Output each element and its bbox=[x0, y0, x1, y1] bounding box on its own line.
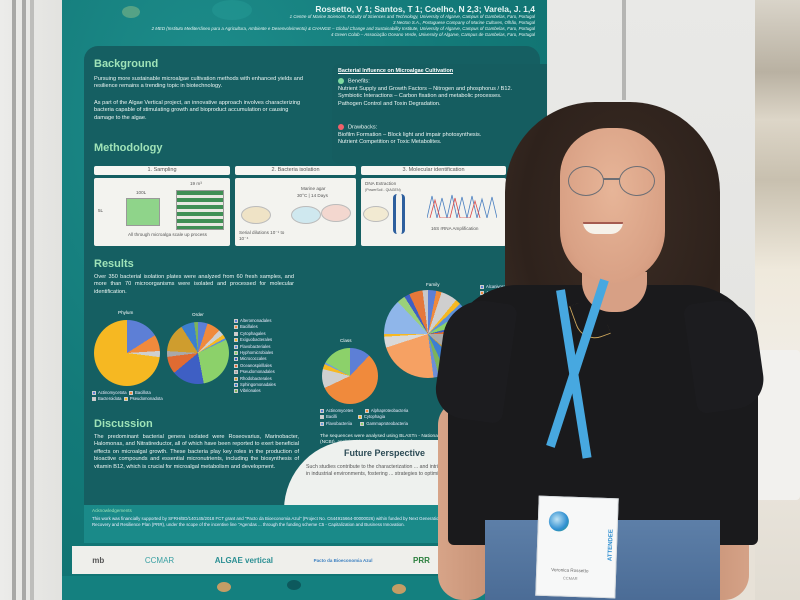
logo-mb: mb bbox=[92, 555, 105, 565]
step-identification-title: 3. Molecular identification bbox=[361, 166, 506, 175]
benefits-block: Benefits: Nutrient Supply and Growth Fac… bbox=[338, 78, 513, 107]
identification-illustration: DNA Extraction (PowerSoil - QIAGEN) 16S … bbox=[361, 178, 506, 246]
badge-name: Veronica Rossetto bbox=[551, 567, 589, 574]
tank-icon bbox=[126, 198, 160, 226]
glasses-bridge bbox=[603, 178, 620, 180]
glasses-icon bbox=[568, 166, 604, 196]
logo-algae-vertical: ALGAE vertical bbox=[214, 555, 274, 565]
order-title: Order bbox=[192, 312, 204, 317]
dna-helix-icon bbox=[393, 194, 405, 234]
drawbacks-block: Drawbacks: Biofilm Formation – Block lig… bbox=[338, 124, 482, 146]
background-text: As part of the Algae Vertical project, a… bbox=[94, 100, 301, 121]
red-dot-icon bbox=[338, 124, 344, 130]
family-title: Family bbox=[426, 282, 440, 287]
discussion-text: The predominant bacterial genera isolate… bbox=[94, 434, 299, 470]
authors-block: Rossetto, V 1; Santos, T 1; Coelho, N 2,… bbox=[152, 4, 535, 38]
affiliation: 3 Necton S.A., Portuguese Company of Mar… bbox=[392, 20, 535, 25]
class-title: Class bbox=[340, 338, 352, 343]
attendee-badge: ATTENDEE Veronica Rossetto CCMAR bbox=[535, 495, 619, 599]
discussion-heading: Discussion bbox=[94, 418, 153, 430]
affiliation: 2 MED (Instituto Mediterrâneo para a Agr… bbox=[151, 26, 535, 31]
photobioreactor-icon bbox=[176, 190, 224, 230]
wall-edge bbox=[622, 0, 626, 100]
decor-bubble bbox=[212, 0, 252, 20]
green-dot-icon bbox=[338, 78, 344, 84]
petri-dish-icon bbox=[241, 206, 271, 224]
background-heading: Background bbox=[94, 58, 159, 70]
badge-org: CCMAR bbox=[562, 575, 578, 582]
poster-frame-bar bbox=[22, 0, 26, 600]
isolation-illustration: Marine agar 30°C | 14 Days Serial diluti… bbox=[235, 178, 356, 246]
phylum-pie-chart bbox=[94, 320, 160, 386]
methodology-heading: Methodology bbox=[94, 142, 163, 154]
background-text: Pursuing more sustainable microalgae cul… bbox=[94, 76, 303, 90]
logo-ccmar: CCMAR bbox=[144, 555, 175, 565]
sampling-illustration: 5L 100L 19 m³ All through microalga scal… bbox=[94, 178, 230, 246]
step-isolation-title: 2. Bacteria isolation bbox=[235, 166, 356, 175]
glasses-icon bbox=[619, 166, 655, 196]
affiliation: 4 Green Colab – Associação Oceano Verde,… bbox=[330, 32, 535, 37]
globe-logo-icon bbox=[548, 511, 570, 532]
order-pie-chart bbox=[167, 322, 229, 384]
logo-prr: PRR bbox=[413, 555, 430, 565]
person-face bbox=[560, 128, 665, 283]
results-heading: Results bbox=[94, 258, 134, 270]
order-legend: Alteromonadales Bacillales Cytophagales … bbox=[234, 318, 276, 395]
author-names: Rossetto, V 1; Santos, T 1; Coelho, N 2,… bbox=[315, 4, 535, 14]
petri-dish-icon bbox=[321, 204, 351, 222]
phylum-legend: Actinomycetota Bacillota Bacteroidota Ps… bbox=[92, 390, 163, 403]
influence-title: Bacterial Influence on Microalgae Cultiv… bbox=[338, 68, 454, 74]
future-text: Such studies contribute to the character… bbox=[306, 464, 531, 477]
future-heading: Future Perspective bbox=[344, 448, 426, 458]
acknowledgements-heading: Acknowledgements bbox=[92, 508, 132, 513]
acknowledgements-text: This work was financially supported by S… bbox=[92, 516, 520, 527]
decor-bubble bbox=[122, 6, 140, 18]
results-text: Over 350 bacterial isolation plates were… bbox=[94, 274, 294, 295]
bacterial-influence-box: Bacterial Influence on Microalgae Cultiv… bbox=[332, 64, 547, 164]
badge-role: ATTENDEE bbox=[607, 529, 615, 562]
petri-dish-icon bbox=[291, 206, 321, 224]
phylum-title: Phylum bbox=[118, 310, 134, 315]
person-smile bbox=[583, 222, 623, 234]
petri-dish-icon bbox=[363, 206, 389, 222]
chromatogram-icon bbox=[427, 194, 497, 218]
poster-frame-bar bbox=[12, 0, 16, 600]
class-pie-chart bbox=[322, 348, 378, 404]
poster-frame-bar bbox=[30, 0, 34, 600]
affiliation: 1 Centre of Marine Sciences, Faculty of … bbox=[289, 14, 535, 19]
step-sampling-title: 1. Sampling bbox=[94, 166, 230, 175]
class-legend: Actinomycetes Alphaproteobacteria Bacill… bbox=[320, 408, 408, 427]
logo-bioeconomia-azul: Pacto da Bioeconomia Azul bbox=[313, 557, 373, 563]
room-background bbox=[755, 0, 800, 600]
